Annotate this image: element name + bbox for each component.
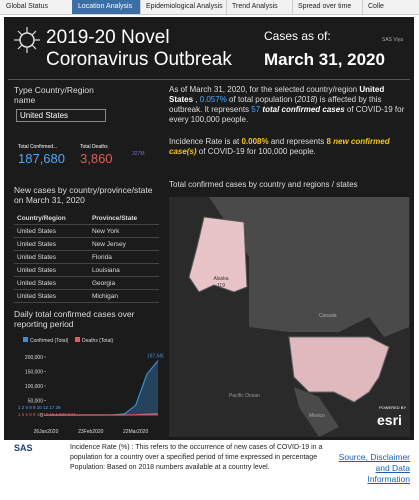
legend-swatch [23,337,28,342]
table-title: New cases by country/province/state on M… [14,185,153,205]
kpi-value: 187,680 [18,151,65,166]
title: 2019-20 Novel [46,27,170,48]
x-tick-label: 22Mar2020 [123,429,149,435]
filter-label: Type Country/Region name [14,85,94,105]
table-row: United States Georgia [14,276,159,290]
tab[interactable]: Location Analysis [72,0,141,14]
tab-bar: Global Status Location Analysis Epidemiolo… [0,0,419,15]
text-segment: new confirmed case(s) [169,137,390,156]
table-cell: United States [14,250,89,264]
annotation: 1 2 5 8 9 10 12 17 28 [18,405,61,410]
as-of-date: March 31, 2020 [264,50,385,69]
usa-shape [288,336,390,403]
divider [8,79,410,80]
tab[interactable]: Colle [362,0,419,14]
map: Alaska 119 Canada Pacific Ocean Mexico P… [169,197,410,437]
table-cell: Florida [88,250,159,264]
tab[interactable]: Epidemiological Analysis [140,0,227,14]
text-segment: As of March 31, 2020, for the selected c… [169,85,360,94]
dashboard: 2019-20 Novel Coronavirus Outbreak Cases… [4,17,414,440]
table-row: United States New Jersey [14,237,159,251]
table-cell: United States [14,289,89,303]
virus-icon [14,27,40,53]
tab[interactable]: Spread over time [292,0,363,14]
source-link[interactable]: Source, Disclaimer and Data Information [338,452,410,484]
table-row: United States New York [14,224,159,238]
kpi-value: 3,860 [80,151,113,166]
esri-label: POWERED BY [379,405,406,410]
map-label: Mexico [309,413,325,419]
sas-logo: SAS [14,443,33,453]
legend-label: Confirmed (Total) [30,338,69,344]
brand: SAS Viya [382,37,404,43]
value-label: 187,680 [147,354,164,360]
table-cell: United States [14,237,89,251]
y-tick-label: 150,000 [25,370,43,376]
text-segment: ) is affected by this outbreak. It repre… [169,95,382,114]
kpi-label: Total Deaths [80,144,108,150]
legend-swatch [75,337,80,342]
map-label: 119 [217,283,225,289]
text-segment: of total population ( [226,95,298,104]
table-row: United States Michigan [14,289,159,303]
alaska-shape [188,216,248,293]
text-segment: 57 [251,105,261,114]
title: Coronavirus Outbreak [46,49,232,70]
text-segment: of COVID-19 for every 100,000 people. [169,105,405,124]
x-tick-label: 26Jan2020 [34,429,59,435]
table-cell: United States [14,263,89,277]
land [209,197,409,337]
filter-input[interactable]: United States [16,109,106,122]
text-segment: 2018 [297,95,315,104]
table-cell: United States [14,276,89,290]
table-row: United States Louisiana [14,263,159,277]
column-header: Country/Region [14,212,89,225]
text-segment: United States [169,85,385,104]
table-row: United States Florida [14,250,159,264]
map-title: Total confirmed cases by country and reg… [169,180,358,189]
map-label: Pacific Ocean [229,393,260,399]
line-chart: Confirmed (Total) Deaths (Total) 0 50,000 10… [18,337,164,435]
text-segment: 0.008% [241,137,269,146]
text-segment: Incidence Rate is at [169,137,242,146]
y-tick-label: 100,000 [25,384,43,390]
text-segment: 0.057% [199,95,227,104]
table-cell: New York [88,224,159,238]
y-tick-label: 0 [40,413,43,419]
kpi-label: Total Confirmed... [18,144,58,150]
table-cell: United States [14,224,89,238]
series-line [46,413,159,416]
text-segment: and represents [268,137,327,146]
table-cell: Louisiana [88,263,159,277]
population: 327M [132,151,145,157]
chart-title: Daily total confirmed cases over reporti… [14,309,135,329]
y-tick-label: 50,000 [28,399,44,405]
text-segment: 8 [326,137,331,146]
map-label: Alaska [213,276,228,282]
land [294,387,339,437]
x-tick-label: 23Feb2020 [78,429,104,435]
map-label: Canada [319,313,337,319]
cases-table: Country/Region Province/State United State… [14,212,159,303]
table-cell: Michigan [88,289,159,303]
legend-label: Deaths (Total) [82,338,113,344]
tab[interactable]: Trend Analysis [226,0,293,14]
summary-text: As of March 31, 2020, for the selected c… [169,85,409,125]
table-cell: Georgia [88,276,159,290]
tab[interactable]: Global Status [0,0,73,14]
y-tick-label: 200,000 [25,355,43,361]
column-header: Province/State [88,212,159,225]
text-segment: , [193,95,200,104]
as-of-label: Cases as of: [264,29,331,43]
esri-logo: esri [377,412,402,428]
incidence-text: Incidence Rate is at 0.008% and represen… [169,137,409,157]
area [46,360,158,415]
text-segment: total confirmed cases [262,105,345,114]
footer-note: Incidence Rate (%) : This refers to the … [70,444,323,471]
text-segment: of COVID-19 for 100,000 people. [196,147,316,156]
table-cell: New Jersey [88,237,159,251]
